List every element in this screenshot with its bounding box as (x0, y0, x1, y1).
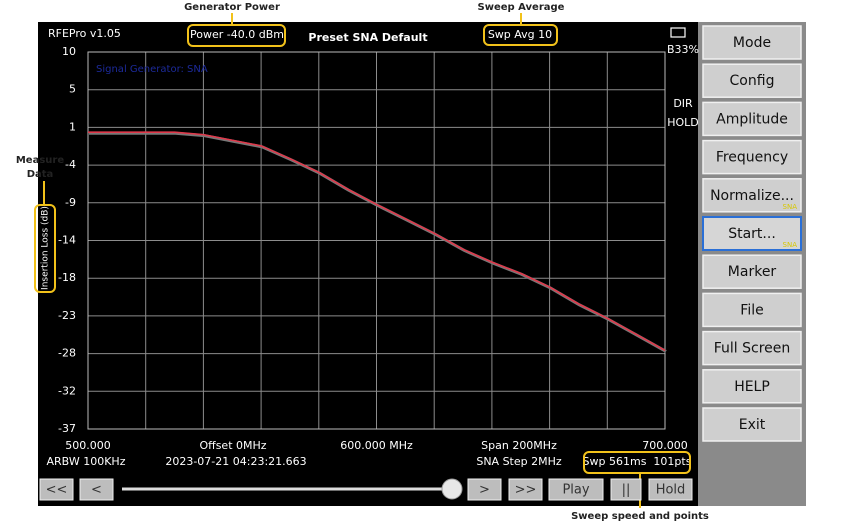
control-button-label[interactable]: Play (562, 483, 589, 498)
app-window (38, 22, 698, 506)
annotation: Generator Power (184, 2, 280, 13)
menu-button[interactable] (702, 216, 802, 251)
y-tick-label: -28 (58, 347, 76, 360)
menu-button[interactable] (702, 369, 802, 404)
annotation: Sweep Average (478, 2, 565, 13)
plot-border (87, 51, 666, 430)
control-button[interactable] (610, 478, 642, 501)
control-button[interactable] (508, 478, 543, 501)
menu-button-label[interactable]: Mode (733, 35, 771, 51)
generator-power: Power -40.0 dBm (190, 28, 284, 41)
x-tick-label: 700.000 (642, 439, 688, 452)
menu-button[interactable] (702, 178, 802, 213)
menu-button-label[interactable]: Amplitude (716, 111, 788, 127)
annotation: Sweep speed and points (571, 511, 709, 522)
menu-button-label[interactable]: Normalize... (710, 188, 794, 204)
menu-button-label[interactable]: Config (730, 73, 775, 89)
menu-tag: SNA (783, 241, 798, 249)
annotation: Measure (16, 155, 64, 166)
y-tick-label: -32 (58, 384, 76, 397)
menu-button[interactable] (702, 63, 802, 98)
control-button-label[interactable]: > (479, 483, 490, 498)
control-button[interactable] (79, 478, 114, 501)
sna-step: SNA Step 2MHz (476, 455, 562, 468)
control-button[interactable] (548, 478, 604, 501)
x-tick-label: 500.000 (65, 439, 111, 452)
control-button-label[interactable]: < (91, 483, 102, 498)
y-tick-label: -14 (58, 234, 76, 247)
y-tick-label: 1 (69, 120, 76, 133)
app-version: RFEPro v1.05 (48, 27, 121, 40)
control-button-label[interactable]: || (622, 483, 631, 498)
y-axis-label: Insertion Loss (dB) (41, 206, 51, 290)
slider-knob[interactable] (441, 478, 463, 500)
preset-name: Preset SNA Default (308, 31, 427, 44)
y-tick-label: -9 (65, 196, 76, 209)
y-tick-label: -23 (58, 309, 76, 322)
menu-button[interactable] (702, 139, 802, 175)
menu-button-label[interactable]: Exit (739, 417, 766, 433)
menu-button-label[interactable]: HELP (734, 379, 770, 395)
hold-flag: HOLD (667, 116, 699, 129)
annotation: Data (27, 169, 54, 180)
control-button[interactable] (467, 478, 502, 501)
x-tick-label: 600.000 MHz (340, 439, 413, 452)
menu-button-label[interactable]: File (740, 302, 763, 318)
control-button[interactable] (648, 478, 693, 501)
menu-button[interactable] (702, 25, 802, 60)
overlay-text: Signal Generator: SNA (96, 64, 208, 75)
menu-tag: SNA (783, 203, 798, 211)
menu-button[interactable] (702, 407, 802, 442)
y-tick-label: 5 (69, 83, 76, 96)
control-button-label[interactable]: << (46, 483, 68, 498)
menu-button[interactable] (702, 254, 802, 289)
battery-icon (670, 27, 686, 38)
y-tick-label: 10 (62, 45, 76, 58)
highlight-box (583, 451, 691, 474)
control-button-label[interactable]: Hold (656, 483, 686, 498)
span: Span 200MHz (481, 439, 557, 452)
menu-button-label[interactable]: Start... (728, 226, 776, 242)
control-button-label[interactable]: >> (515, 483, 537, 498)
menu-button[interactable] (702, 292, 802, 328)
menu-button-label[interactable]: Frequency (716, 150, 788, 166)
offset: Offset 0MHz (199, 439, 266, 452)
menu-button-label[interactable]: Marker (728, 264, 777, 280)
y-tick-label: -4 (65, 158, 76, 171)
menu-button[interactable] (702, 330, 802, 366)
sweep-average: Swp Avg 10 (488, 28, 552, 41)
y-tick-label: -18 (58, 271, 76, 284)
battery-level: B33% (667, 43, 699, 56)
highlight-box (187, 24, 286, 47)
menu-button-label[interactable]: Full Screen (714, 341, 791, 357)
plot: 10 5 1 -4 -9 -14 -18 -23 -28 -32 -37 500.000 600.000… (41, 45, 688, 452)
y-tick-label: -37 (58, 422, 76, 435)
trace (88, 131, 666, 352)
rbw: ARBW 100KHz (47, 455, 126, 468)
control-button[interactable] (39, 478, 74, 501)
sweep-info: Swp 561ms 101pts (583, 455, 692, 468)
menu-button[interactable] (702, 101, 802, 137)
dir-flag: DIR (673, 97, 693, 110)
timestamp: 2023-07-21 04:23:21.663 (165, 455, 306, 468)
